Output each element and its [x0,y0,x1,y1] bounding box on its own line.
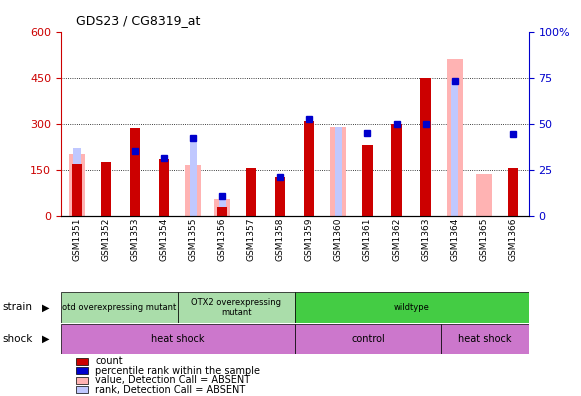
Text: ▶: ▶ [42,334,49,344]
Text: wildtype: wildtype [394,303,430,312]
Bar [335,127,342,216]
Bar [130,128,140,216]
Bar [451,81,458,216]
Text: value, Detection Call = ABSENT: value, Detection Call = ABSENT [95,375,250,385]
Text: GSM1351: GSM1351 [73,217,81,261]
Text: GSM1356: GSM1356 [218,217,227,261]
Text: GSM1354: GSM1354 [160,217,168,261]
Bar [441,324,529,354]
Text: GSM1357: GSM1357 [247,217,256,261]
Text: percentile rank within the sample: percentile rank within the sample [95,366,260,376]
Bar [246,168,256,216]
Bar [331,127,346,216]
Text: GSM1355: GSM1355 [189,217,198,261]
Text: shock: shock [3,334,33,344]
Bar [476,174,492,216]
Bar [101,162,111,216]
Bar [295,292,529,323]
Text: GDS23 / CG8319_at: GDS23 / CG8319_at [76,14,200,27]
Bar [275,177,285,216]
Text: otd overexpressing mutant: otd overexpressing mutant [62,303,177,312]
Text: heat shock: heat shock [151,334,205,344]
Bar [392,124,401,216]
Bar [421,78,431,216]
Bar [185,165,201,216]
Text: ▶: ▶ [42,302,49,312]
Text: GSM1362: GSM1362 [392,217,401,261]
Text: GSM1365: GSM1365 [479,217,488,261]
Bar [189,139,197,216]
Bar [295,324,441,354]
Text: control: control [351,334,385,344]
Bar [508,168,518,216]
Text: GSM1359: GSM1359 [305,217,314,261]
Bar [304,121,314,216]
Bar [61,324,295,354]
Text: strain: strain [3,302,33,312]
Bar [69,154,85,216]
Bar [178,292,295,323]
Text: OTX2 overexpressing
mutant: OTX2 overexpressing mutant [191,298,281,317]
Text: GSM1364: GSM1364 [450,217,459,261]
Bar [363,145,372,216]
Bar [159,159,169,216]
Bar [217,207,227,216]
Bar [447,59,462,216]
Text: GSM1358: GSM1358 [276,217,285,261]
Bar [72,164,82,216]
Bar [73,148,81,216]
Bar [218,193,226,216]
Text: GSM1363: GSM1363 [421,217,430,261]
Text: GSM1361: GSM1361 [363,217,372,261]
Bar [61,292,178,323]
Text: GSM1352: GSM1352 [102,217,110,261]
Text: GSM1366: GSM1366 [508,217,517,261]
Bar [214,199,230,216]
Text: GSM1353: GSM1353 [131,217,139,261]
Text: GSM1360: GSM1360 [334,217,343,261]
Text: heat shock: heat shock [458,334,512,344]
Text: count: count [95,356,123,366]
Text: rank, Detection Call = ABSENT: rank, Detection Call = ABSENT [95,385,246,395]
